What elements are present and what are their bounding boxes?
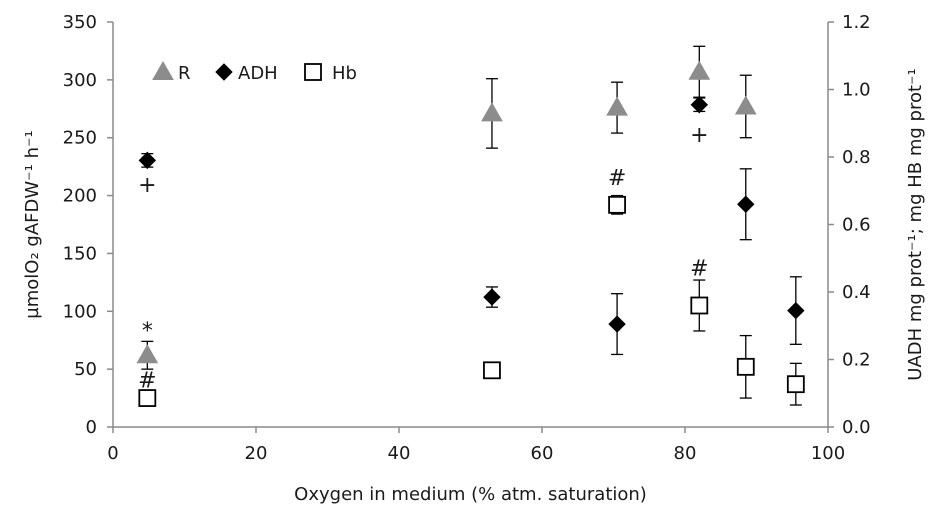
point-hb — [138, 389, 157, 407]
y-left-tick-label: 200 — [63, 186, 97, 207]
legend-label-hb: Hb — [332, 63, 357, 84]
point-hb — [736, 357, 755, 376]
point-adh — [608, 315, 626, 333]
point-adh — [138, 151, 157, 170]
y-left-tick-label: 150 — [63, 243, 97, 264]
legend-label-r: R — [178, 63, 191, 84]
point-r — [734, 95, 757, 115]
y-right-tick-label: 0.4 — [842, 282, 871, 303]
x-tick-label: 40 — [388, 443, 411, 464]
point-adh — [690, 95, 709, 114]
y-left-tick-label: 0 — [86, 417, 97, 438]
y-left-tick-label: 50 — [74, 359, 97, 380]
y-left-tick-label: 300 — [63, 70, 97, 91]
y-right-tick-label: 1.2 — [842, 12, 871, 33]
y-left-tick-label: 250 — [63, 128, 97, 149]
series-layer — [136, 45, 805, 407]
series-hb — [138, 194, 805, 407]
significance-marker: + — [690, 123, 708, 148]
y-right-tick-label: 0.8 — [842, 147, 871, 168]
point-r — [481, 102, 503, 122]
significance-marker: # — [138, 369, 156, 394]
point-hb — [483, 361, 501, 380]
significance-marker: # — [690, 256, 708, 281]
legend-label-adh: ADH — [238, 63, 278, 84]
legend-marker-r — [152, 60, 174, 80]
point-adh — [483, 288, 501, 306]
annotation-layer: + * # # + # — [138, 123, 708, 393]
y-left-tick-label: 350 — [63, 12, 97, 33]
x-tick-label: 20 — [245, 443, 268, 464]
legend: R ADH Hb — [152, 60, 357, 84]
point-r — [688, 60, 711, 80]
y-left-tick-label: 100 — [63, 301, 97, 322]
point-hb — [690, 296, 709, 315]
significance-marker: + — [138, 173, 156, 198]
y-right-tick-label: 0.2 — [842, 350, 871, 371]
point-hb — [608, 195, 626, 214]
y-right-tick-label: 0.0 — [842, 417, 871, 438]
y-right-tick-label: 0.6 — [842, 215, 871, 236]
y-axis-right-title: UADH mg prot⁻¹; mg HB mg prot⁻¹ — [905, 68, 926, 380]
x-tick-label: 0 — [107, 443, 118, 464]
point-adh — [787, 301, 805, 320]
y-right-tick-label: 1.0 — [842, 80, 871, 101]
x-tick-label: 100 — [811, 443, 845, 464]
point-hb — [786, 375, 805, 394]
legend-marker-hb — [304, 63, 322, 81]
series-adh — [138, 95, 805, 356]
x-tick-label: 80 — [674, 443, 697, 464]
x-tick-label: 60 — [531, 443, 554, 464]
y-axis-left-title: µmolO₂ gAFDW⁻¹ h⁻¹ — [22, 130, 43, 318]
point-r — [606, 96, 628, 116]
x-axis-title: Oxygen in medium (% atm. saturation) — [294, 484, 647, 505]
point-r — [136, 344, 159, 364]
significance-marker: * — [142, 319, 153, 344]
axes: 0 20 40 60 80 100 0 50 100 150 200 250 300 350 0.0 0.2 0… — [22, 12, 926, 505]
point-adh — [737, 195, 755, 213]
series-r — [136, 45, 757, 370]
significance-marker: # — [608, 166, 626, 191]
legend-marker-adh — [215, 63, 233, 81]
